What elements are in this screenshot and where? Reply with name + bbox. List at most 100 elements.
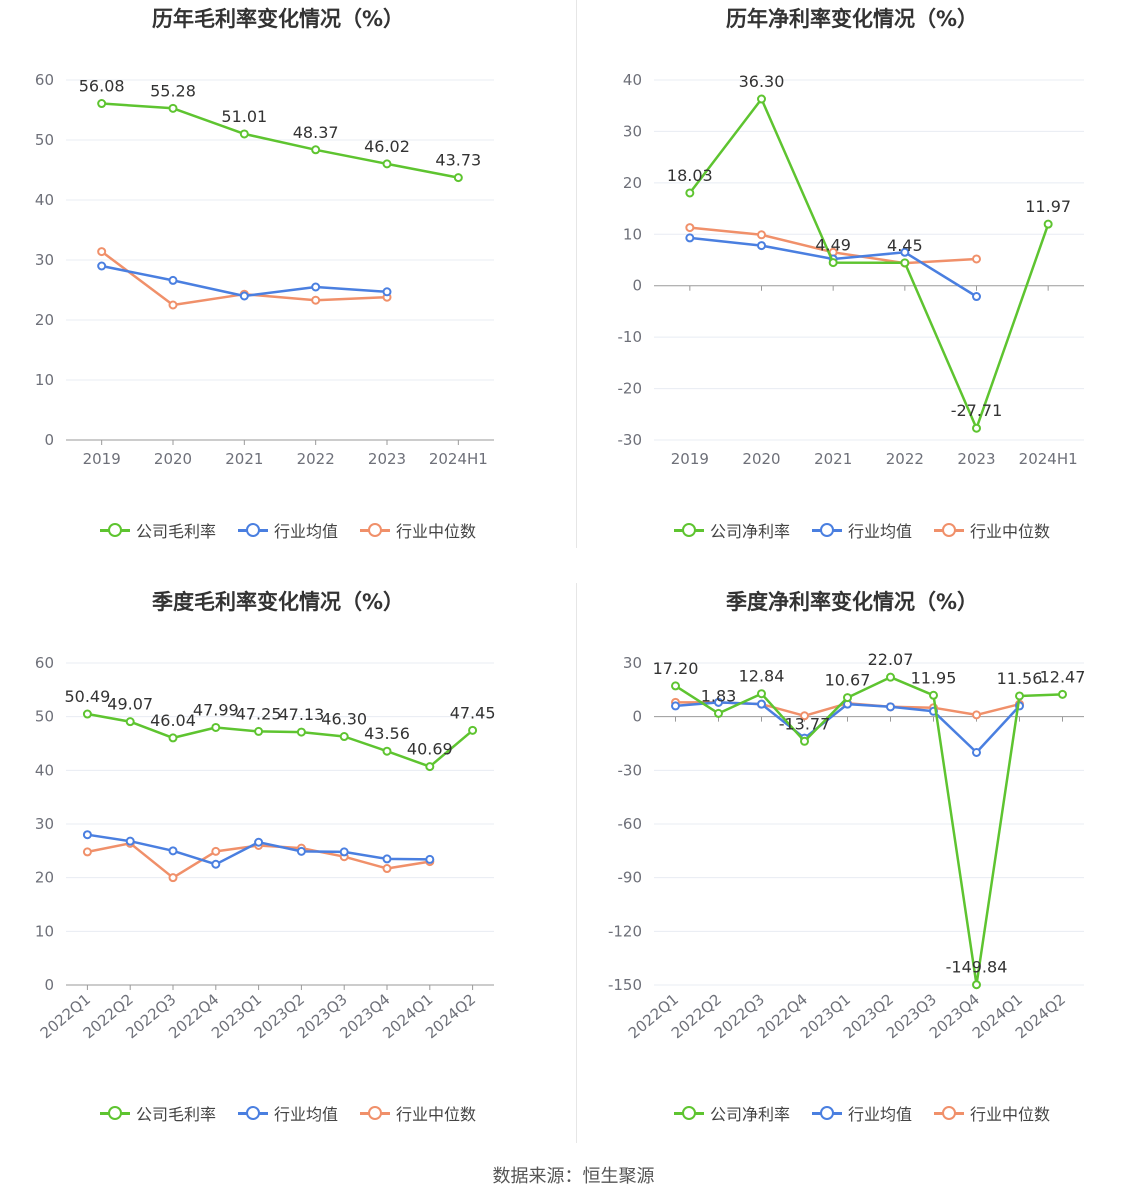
x-tick-label: 2021 xyxy=(225,450,263,468)
chart-legend: 公司净利率 行业均值 行业中位数 xyxy=(582,1101,1142,1125)
data-point-industry_avg xyxy=(382,854,392,864)
legend-swatch xyxy=(360,1106,390,1120)
data-point-industry_avg xyxy=(382,287,392,297)
data-label: 10.67 xyxy=(825,671,871,690)
legend-item-industry_avg[interactable]: 行业均值 xyxy=(237,1101,338,1125)
data-point-company xyxy=(296,727,306,737)
data-label: 46.02 xyxy=(364,137,410,156)
data-point-industry_avg xyxy=(972,747,981,757)
data-label: 48.37 xyxy=(293,123,339,142)
legend-item-industry_median[interactable]: 行业中位数 xyxy=(360,1101,476,1125)
legend-marker xyxy=(107,523,122,537)
data-point-industry_avg xyxy=(168,846,178,856)
data-label: 4.49 xyxy=(815,236,851,255)
data-label: 47.99 xyxy=(193,700,239,719)
data-point-company xyxy=(714,708,723,718)
data-point-company xyxy=(254,726,264,736)
data-label: 1.83 xyxy=(701,686,737,705)
data-point-company xyxy=(900,258,910,268)
legend-swatch xyxy=(237,1106,268,1120)
data-point-industry_avg xyxy=(125,836,135,846)
data-label: 46.04 xyxy=(150,711,196,730)
legend-item-company[interactable]: 公司毛利率 xyxy=(99,518,216,542)
legend-swatch xyxy=(811,1106,842,1120)
legend-item-industry_median[interactable]: 行业中位数 xyxy=(934,518,1050,542)
data-point-industry_avg xyxy=(296,846,306,856)
data-point-industry_median xyxy=(382,864,392,874)
y-tick-label: 20 xyxy=(623,174,642,192)
legend-item-industry_avg[interactable]: 行业均值 xyxy=(811,1101,912,1125)
data-point-company xyxy=(843,693,852,703)
data-point-company xyxy=(972,423,981,433)
panel-divider-top xyxy=(576,0,577,548)
x-tick-label: 2019 xyxy=(671,450,709,468)
legend-item-industry_avg[interactable]: 行业均值 xyxy=(811,518,912,542)
legend-label: 公司毛利率 xyxy=(135,522,216,541)
legend-item-company[interactable]: 公司净利率 xyxy=(673,1101,790,1125)
data-label: 47.25 xyxy=(236,704,282,723)
data-label: 55.28 xyxy=(150,81,196,100)
data-point-industry_median xyxy=(211,846,221,856)
chart-legend: 公司毛利率 行业均值 行业中位数 xyxy=(8,1101,568,1125)
legend-marker xyxy=(819,523,834,537)
data-point-industry_avg xyxy=(671,701,680,711)
legend-item-industry_median[interactable]: 行业中位数 xyxy=(360,518,476,542)
y-tick-label: 40 xyxy=(623,71,642,89)
y-tick-label: 10 xyxy=(623,225,642,243)
data-label: 43.56 xyxy=(364,724,410,743)
legend-marker xyxy=(107,1106,122,1120)
y-tick-label: -30 xyxy=(618,431,643,449)
legend-swatch xyxy=(673,523,704,537)
x-tick-label: 2020 xyxy=(154,450,192,468)
legend-item-industry_avg[interactable]: 行业均值 xyxy=(237,518,338,542)
data-point-industry_avg xyxy=(239,291,249,301)
data-label: 40.69 xyxy=(407,740,453,759)
data-label: -27.71 xyxy=(951,401,1003,420)
legend-swatch xyxy=(934,1106,964,1120)
data-point-industry_avg xyxy=(685,233,695,243)
data-point-company xyxy=(1043,219,1053,229)
data-label: 50.49 xyxy=(64,687,110,706)
data-point-industry_avg xyxy=(757,241,766,251)
series-line-company xyxy=(101,102,459,179)
annual-net-margin-chart: 历年净利率变化情况（%） -30 -20 -10 0 10 20 30 40 2019 2020 2… xyxy=(582,0,1142,560)
data-point-company xyxy=(382,746,392,756)
data-point-company xyxy=(828,258,838,268)
legend-swatch xyxy=(237,523,268,537)
legend-swatch xyxy=(934,523,964,537)
data-label: 46.30 xyxy=(321,710,367,729)
legend-item-company[interactable]: 公司毛利率 xyxy=(99,1101,216,1125)
data-point-industry_median xyxy=(168,300,178,310)
data-point-industry_median xyxy=(82,847,92,857)
panel-divider-bottom xyxy=(576,583,577,1143)
legend-label: 行业中位数 xyxy=(396,1105,477,1124)
legend-marker xyxy=(245,1106,260,1120)
y-tick-label: 50 xyxy=(35,131,54,149)
chart-plot: -30 -20 -10 0 10 20 30 40 2019 2020 2021 2022 2023 20… xyxy=(618,71,1084,468)
data-label: 47.45 xyxy=(450,703,496,722)
data-point-industry_median xyxy=(800,711,809,721)
x-tick-label: 2024H1 xyxy=(429,450,488,468)
y-tick-label: 40 xyxy=(35,761,54,779)
data-point-industry_median xyxy=(757,230,766,240)
data-point-industry_avg xyxy=(757,699,766,709)
y-tick-label: 60 xyxy=(35,654,54,672)
data-point-industry_avg xyxy=(339,847,349,857)
data-point-industry_avg xyxy=(886,702,895,712)
annual-gross-margin-chart: 历年毛利率变化情况（%） 0 10 20 30 40 50 60 2019 2020 2021 20… xyxy=(8,0,568,560)
data-point-industry_avg xyxy=(97,261,107,271)
data-point-industry_median xyxy=(311,295,321,305)
data-point-company xyxy=(972,980,981,990)
data-label: 11.95 xyxy=(911,668,957,687)
y-tick-label: 30 xyxy=(623,122,642,140)
legend-marker xyxy=(245,523,260,537)
y-tick-label: -60 xyxy=(618,815,643,833)
data-label: 56.08 xyxy=(79,77,125,96)
x-tick-label: 2024H1 xyxy=(1019,450,1078,468)
legend-item-industry_median[interactable]: 行业中位数 xyxy=(934,1101,1050,1125)
legend-item-company[interactable]: 公司净利率 xyxy=(673,518,790,542)
chart-title: 季度毛利率变化情况（%） xyxy=(151,590,405,614)
data-point-industry_median xyxy=(97,247,107,257)
data-point-company xyxy=(82,709,92,719)
legend-swatch xyxy=(99,523,130,537)
